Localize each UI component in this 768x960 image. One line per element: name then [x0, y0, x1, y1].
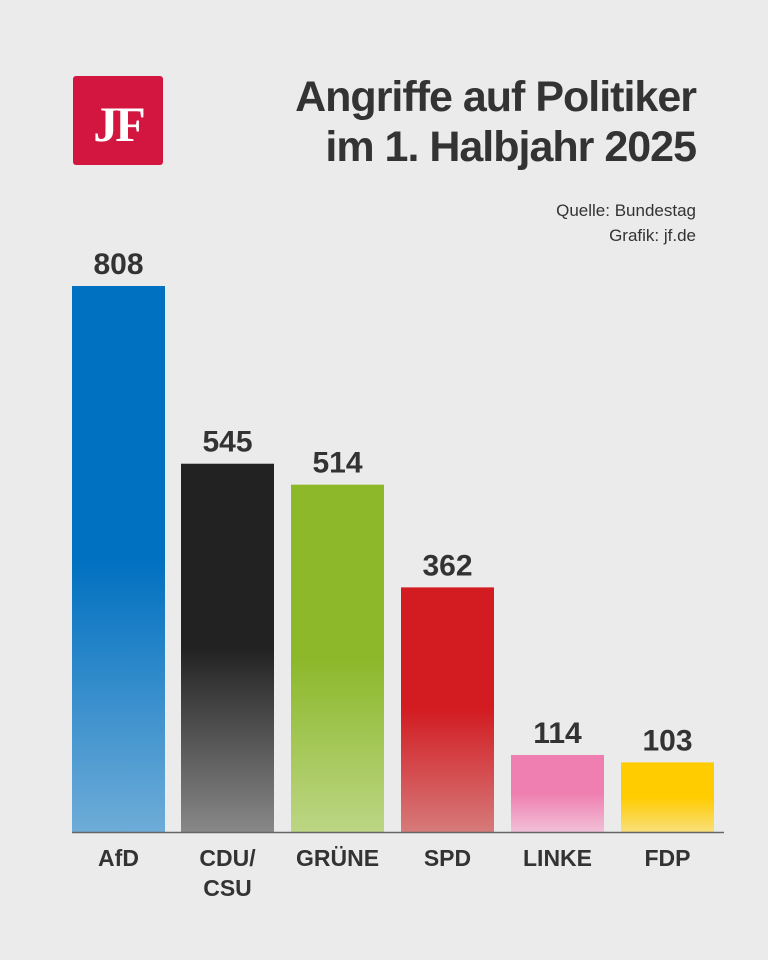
- data-label: 514: [312, 447, 362, 480]
- category-label: GRÜNE: [296, 845, 379, 871]
- chart-title: Angriffe auf Politiker im 1. Halbjahr 20…: [295, 72, 697, 172]
- category-label: CSU: [203, 875, 252, 901]
- title-line-2: im 1. Halbjahr 2025: [325, 123, 697, 171]
- bar-fdp: [621, 762, 714, 832]
- category-label: SPD: [424, 845, 471, 871]
- source-line: Quelle: Bundestag: [556, 201, 696, 220]
- data-label: 103: [642, 724, 692, 757]
- category-label: FDP: [645, 845, 691, 871]
- bar-spd: [401, 587, 494, 832]
- title-line-1: Angriffe auf Politiker: [295, 73, 697, 121]
- data-label: 545: [202, 426, 252, 459]
- bar-linke: [511, 754, 604, 832]
- bar-cducsu: [181, 463, 274, 832]
- credit-line: Grafik: jf.de: [609, 226, 696, 245]
- bar-grüne: [291, 484, 384, 832]
- data-label: 808: [93, 248, 143, 281]
- source-note: Quelle: Bundestag Grafik: jf.de: [556, 198, 696, 248]
- category-label: LINKE: [523, 845, 592, 871]
- data-label: 362: [422, 549, 472, 582]
- logo-text: JF: [93, 95, 146, 152]
- data-label: 114: [533, 717, 582, 750]
- category-label: AfD: [98, 845, 139, 871]
- category-label: CDU/: [199, 845, 256, 871]
- jf-logo: JF: [73, 76, 163, 165]
- bar-afd: [72, 286, 165, 832]
